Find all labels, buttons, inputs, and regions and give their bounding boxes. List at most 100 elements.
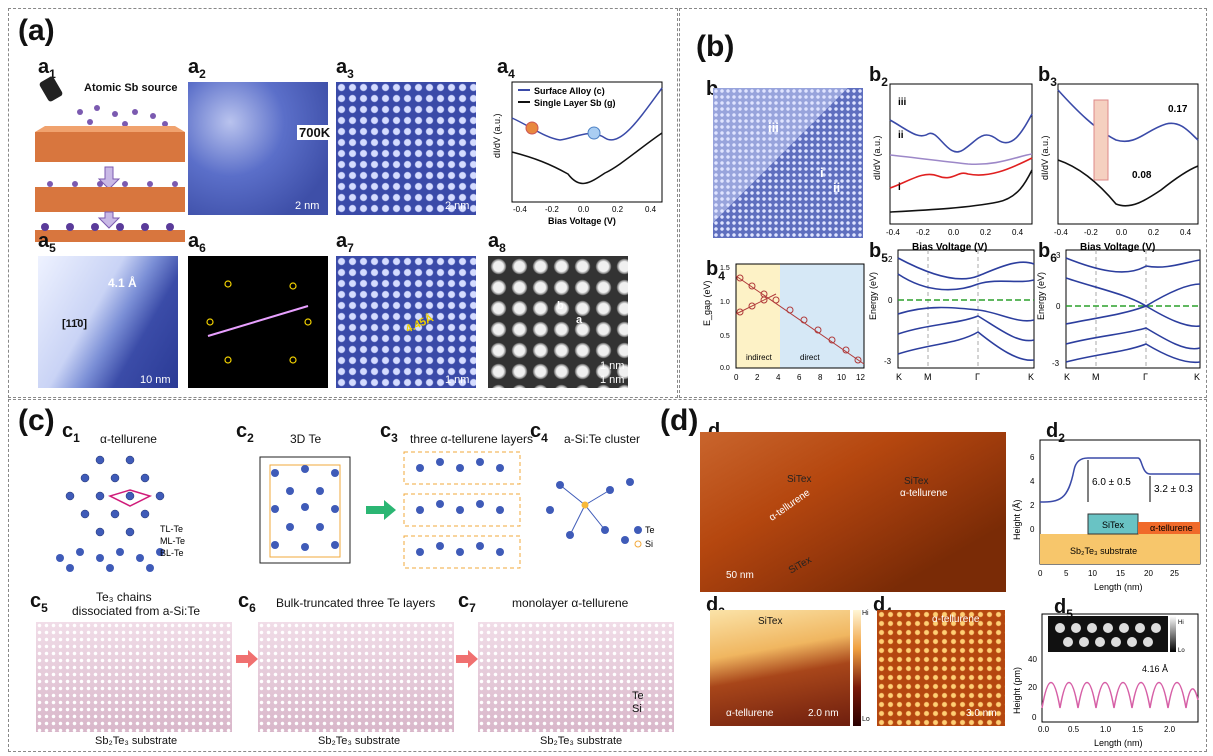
c4-si-legend: Si (645, 539, 653, 549)
b4-direct: direct (800, 353, 820, 362)
a1-label: a1 (38, 56, 56, 81)
b4-xtick: 2 (755, 373, 760, 382)
c4-title: a-Si:Te cluster (564, 432, 641, 446)
d2-ytick: 0 (1030, 525, 1035, 534)
b6-kpoint: Γ (1143, 372, 1148, 382)
b2-label: b2 (869, 64, 888, 89)
c7-substrate: Sb₂Te₃ substrate (540, 735, 623, 747)
d5-xtick: 0.0 (1038, 725, 1050, 734)
a4-ylabel: dI/dV (a.u.) (492, 113, 502, 158)
b5-band-structure: Energy (eV) 2 0 -3 K M Γ K (868, 249, 1035, 382)
d2-height-1: 6.0 ± 0.5 (1092, 477, 1131, 488)
a1-schematic (35, 76, 185, 242)
c5-substrate: Sb₂Te₃ substrate (95, 735, 178, 747)
c4-te-legend: Te (645, 525, 655, 535)
d3-colorbar-lo: Lo (862, 716, 870, 723)
a4-legend-2: Single Layer Sb (g) (534, 98, 616, 108)
d3-tellurene: α-tellurene (726, 708, 774, 719)
c5-label: c5 (30, 590, 48, 615)
b6-kpoint: K (1194, 372, 1200, 382)
b2-xtick: 0.2 (980, 228, 992, 237)
d1-sitex-1: SiTex (787, 474, 812, 485)
d2-tellurene: α-tellurene (1150, 523, 1193, 533)
d2-xtick: 25 (1170, 569, 1179, 578)
c5-title-1: Te₃ chains (96, 590, 152, 604)
b3-xtick: -0.2 (1084, 228, 1098, 237)
b5-ytick: -3 (884, 357, 892, 366)
a3-scale: 2 nm (445, 200, 470, 212)
c7-te-legend: Te (632, 690, 644, 702)
b6-kpoint: M (1092, 372, 1100, 382)
a5-scale: 10 nm (140, 374, 171, 386)
c5-arrow (236, 650, 258, 668)
c6-label: c6 (238, 590, 256, 615)
d5-xlabel: Length (nm) (1094, 738, 1143, 748)
c2-label: c2 (236, 420, 254, 445)
d2-ylabel: Height (Å) (1012, 499, 1022, 540)
c2-title: 3D Te (290, 432, 322, 446)
b6-ytick: 3 (1056, 251, 1061, 260)
b4-ytick: 0.5 (720, 333, 730, 340)
b1-region-ii: ii (833, 180, 841, 195)
a4-label: a4 (497, 56, 515, 81)
b4-indirect: indirect (746, 353, 773, 362)
b2-xtick: -0.2 (916, 228, 930, 237)
panel-d-label: (d) (660, 404, 699, 437)
c7-slab-image (478, 622, 674, 732)
d2-xtick: 20 (1144, 569, 1153, 578)
b1-region-i: i (820, 165, 824, 180)
b5-ytick: 0 (888, 296, 893, 305)
b5-kpoint: Γ (975, 372, 980, 382)
a4-legend-1: Surface Alloy (c) (534, 86, 605, 96)
b5-label: b5 (869, 240, 888, 265)
b4-ytick: 1.0 (720, 299, 730, 306)
d1-tellurene-2: α-tellurene (900, 488, 948, 499)
c3-structure (403, 451, 521, 569)
a4-sts-chart: dI/dV (a.u.) Surface Alloy (c) Single La… (492, 81, 663, 226)
b2-ylabel: dI/dV (a.u.) (872, 135, 882, 180)
c1-structure: TL-Te ML-Te BL-Te (56, 455, 185, 572)
c4-label: c4 (530, 420, 548, 445)
b5-ytick: 2 (888, 255, 893, 264)
c3-title: three α-tellurene layers (410, 432, 533, 446)
c6-arrow (456, 650, 478, 668)
a8-vector-a: a (576, 314, 583, 326)
d2-xtick: 0 (1038, 569, 1043, 578)
d3-sitex: SiTex (758, 616, 783, 627)
a8-scale-2: 1 nm (600, 374, 625, 386)
c3-arrow (366, 500, 396, 520)
b2-curve-ii: ii (898, 130, 904, 141)
d2-xtick: 5 (1064, 569, 1069, 578)
b6-band-structure: Energy (eV) 3 0 -3 K M Γ K (1036, 249, 1201, 382)
d5-line-profile: 4.16 Å Hi Lo Height (pm) 40 20 0 0.0 0.5… (1012, 613, 1199, 748)
b3-xtick: -0.4 (1054, 228, 1068, 237)
a7-scale: 1 nm (445, 374, 470, 386)
b4-gap-chart: indirect direct E_gap (eV) 1.5 1.0 0.5 0… (702, 263, 865, 382)
d5-xtick: 0.5 (1068, 725, 1080, 734)
a7-stm-image (336, 256, 476, 388)
a6-label: a6 (188, 230, 206, 255)
d2-substrate: Sb₂Te₃ substrate (1070, 546, 1137, 556)
d2-sitex: SiTex (1102, 520, 1125, 530)
a8-vector-b: b (557, 300, 564, 312)
d5-xtick: 1.5 (1132, 725, 1144, 734)
a5-label: a5 (38, 230, 56, 255)
d3-colorbar-hi: Hi (862, 610, 869, 617)
panel-b-frame (679, 8, 1207, 398)
d5-colorbar-lo: Lo (1178, 648, 1185, 654)
b5-ylabel: Energy (eV) (868, 272, 878, 320)
a8-scale-1: 1 nm (600, 360, 625, 372)
b3-xtick: 0.4 (1180, 228, 1192, 237)
b6-ylabel: Energy (eV) (1036, 272, 1046, 320)
b2-xtick: -0.4 (886, 228, 900, 237)
b6-kpoint: K (1064, 372, 1070, 382)
c1-tl-label: TL-Te (160, 524, 183, 534)
d4-tellurene: α-tellurene (932, 614, 980, 625)
a2-label: a2 (188, 56, 206, 81)
c6-title: Bulk-truncated three Te layers (276, 596, 436, 610)
d2-ytick: 4 (1030, 477, 1035, 486)
d3-colorbar (853, 610, 861, 726)
d1-stm-image (700, 432, 1006, 592)
c1-label: c1 (62, 420, 80, 445)
b4-xtick: 8 (818, 373, 823, 382)
